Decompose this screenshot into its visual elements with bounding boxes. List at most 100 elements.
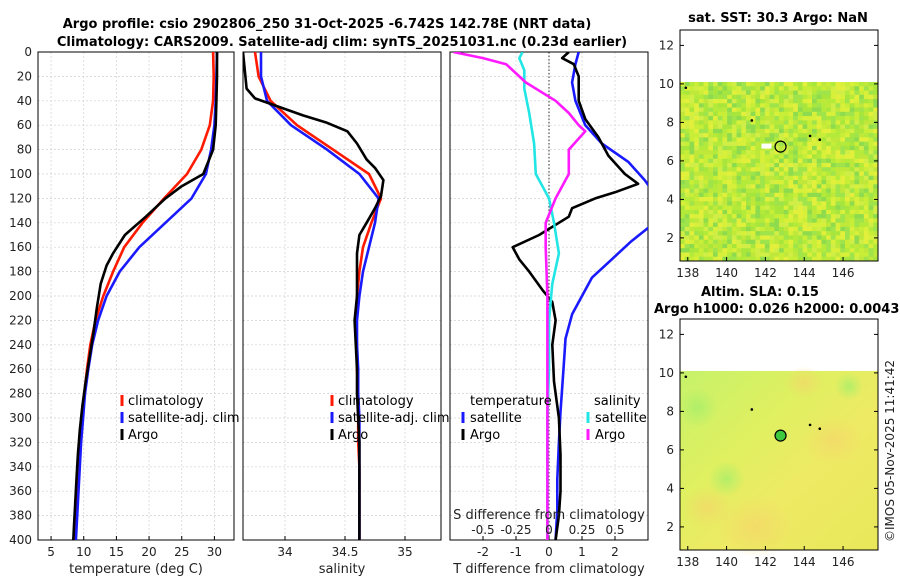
sst-pixel (854, 197, 860, 202)
sst-pixel (812, 218, 818, 224)
legend-label: satellite (470, 411, 522, 426)
sst-pixel (731, 81, 737, 87)
sst-pixel (713, 222, 719, 228)
sst-pixel (746, 86, 752, 91)
sst-pixel (684, 239, 690, 245)
sst-pixel (779, 128, 785, 134)
sst-pixel (835, 188, 841, 194)
sst-pixel (774, 248, 780, 253)
sst-pixel (845, 90, 851, 96)
sst-pixel (859, 154, 865, 160)
sst-pixel (859, 201, 865, 206)
sst-pixel (863, 192, 869, 198)
sst-pixel (713, 197, 719, 202)
sst-pixel (717, 218, 723, 224)
sst-pixel (793, 94, 799, 100)
sst-pixel (769, 94, 775, 100)
sst-pixel (812, 180, 818, 185)
sst-pixel (689, 162, 695, 168)
sst-pixel (873, 154, 879, 160)
sst-pixel (746, 162, 752, 168)
sst-pixel (760, 197, 766, 202)
legend-label: satellite-adj. clim (128, 411, 240, 426)
sst-pixel (694, 167, 700, 172)
sst-pixel (713, 94, 719, 100)
sst-pixel (840, 184, 846, 189)
sst-pixel (873, 192, 879, 198)
sst-pixel (873, 214, 879, 219)
sst-pixel (793, 192, 799, 198)
sst-pixel (863, 111, 869, 117)
sst-pixel (764, 222, 770, 228)
sst-pixel (840, 133, 846, 138)
sst-pixel (722, 81, 728, 87)
sst-pixel (845, 235, 851, 241)
sst-pixel (741, 154, 747, 160)
sst-pixel (736, 167, 742, 172)
x-tick-label: -2 (477, 545, 489, 559)
sst-pixel (750, 205, 756, 211)
sst-pixel (750, 222, 756, 228)
sst-pixel (830, 158, 836, 164)
sst-pixel (764, 128, 770, 134)
sst-pixel (821, 171, 827, 177)
sst-pixel (783, 231, 789, 236)
sst-pixel (708, 184, 714, 189)
sst-pixel (680, 218, 686, 224)
sst-pixel (755, 81, 761, 87)
sst-pixel (840, 99, 846, 104)
sst-pixel (821, 256, 827, 262)
sst-pixel (797, 192, 803, 198)
sst-pixel (760, 167, 766, 172)
sst-pixel (816, 120, 822, 125)
sst-pixel (807, 167, 813, 172)
sst-pixel (713, 252, 719, 258)
sst-pixel (779, 158, 785, 164)
sst-pixel (816, 209, 822, 215)
sst-pixel (703, 128, 709, 134)
sst-pixel (760, 252, 766, 258)
sst-pixel (703, 184, 709, 189)
sst-pixel (689, 222, 695, 228)
sst-pixel (717, 133, 723, 138)
sst-pixel (698, 214, 704, 219)
sst-pixel (731, 256, 737, 262)
sst-pixel (684, 141, 690, 147)
sst-pixel (854, 180, 860, 185)
sst-pixel (717, 188, 723, 194)
sst-pixel (774, 218, 780, 224)
sst-pixel (703, 180, 709, 185)
sst-pixel (694, 107, 700, 113)
sst-pixel (760, 171, 766, 177)
sst-pixel (750, 116, 756, 121)
sst-pixel (698, 171, 704, 177)
sst-pixel (826, 192, 832, 198)
sst-pixel (694, 137, 700, 143)
sst-pixel (830, 180, 836, 185)
sst-pixel (868, 231, 874, 236)
sst-pixel (821, 133, 827, 138)
sst-pixel (722, 120, 728, 125)
sst-pixel (689, 175, 695, 181)
sst-pixel (736, 235, 742, 241)
sst-pixel (769, 133, 775, 138)
sst-pixel (755, 128, 761, 134)
y-tick-label: 340 (9, 460, 32, 474)
sst-pixel (863, 124, 869, 130)
sst-pixel (703, 252, 709, 258)
sst-pixel (816, 188, 822, 194)
map-x-tick-label: 144 (793, 266, 816, 280)
sst-pixel (764, 252, 770, 258)
sst-pixel (708, 116, 714, 121)
sst-pixel (849, 239, 855, 245)
sst-pixel (746, 128, 752, 134)
sst-pixel (698, 145, 704, 151)
sst-pixel (713, 141, 719, 147)
sst-pixel (783, 248, 789, 253)
sst-pixel (764, 124, 770, 130)
sst-pixel (863, 188, 869, 194)
y-tick-label: 320 (9, 435, 32, 449)
sst-pixel (840, 192, 846, 198)
sst-pixel (708, 99, 714, 104)
